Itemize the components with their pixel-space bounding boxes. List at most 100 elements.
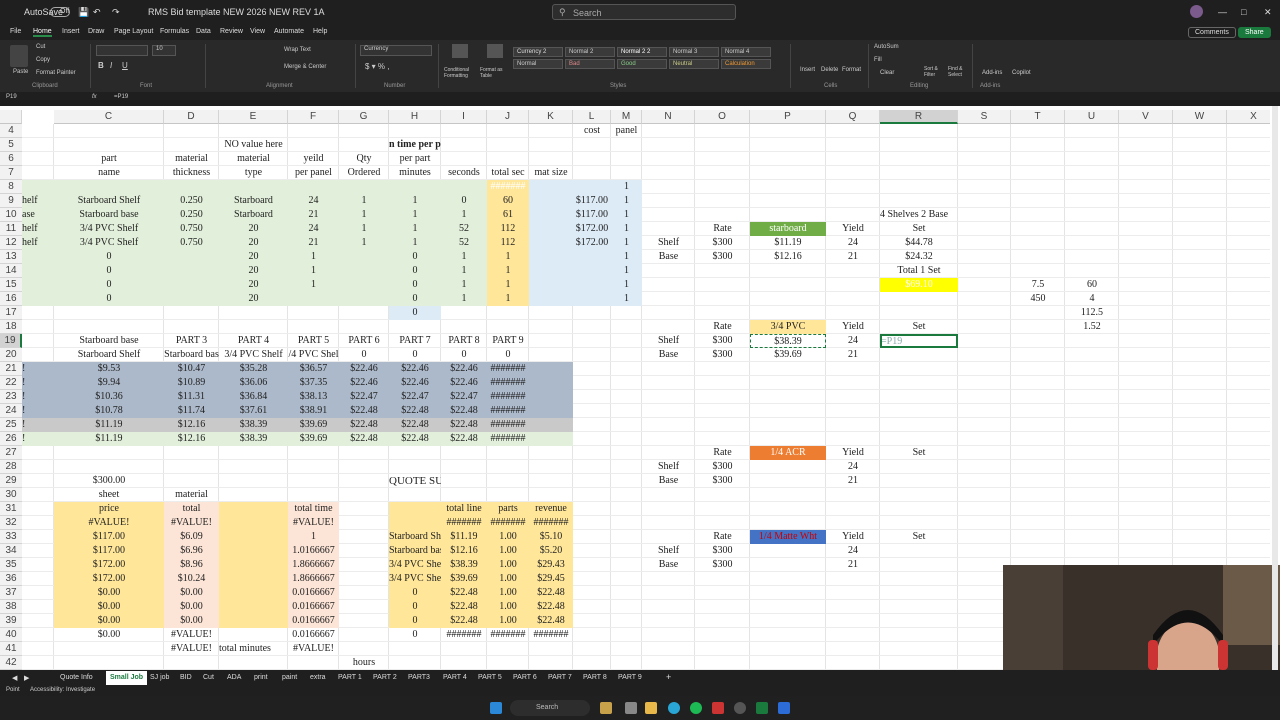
taskbar-search[interactable]: Search bbox=[510, 700, 590, 716]
tab-prev-icon[interactable]: ◀ bbox=[12, 675, 18, 682]
cell-g7[interactable]: Ordered bbox=[347, 167, 381, 178]
cell-j24[interactable]: ####### bbox=[490, 405, 526, 416]
cell-i39[interactable]: $22.48 bbox=[450, 615, 478, 626]
cell-f21[interactable]: $36.57 bbox=[299, 363, 328, 374]
conditional-formatting-icon[interactable] bbox=[452, 44, 468, 58]
row-header[interactable]: 7 bbox=[0, 166, 22, 180]
cell-j26[interactable]: ####### bbox=[490, 433, 526, 444]
copy-button[interactable]: Copy bbox=[36, 57, 51, 63]
column-header[interactable]: J bbox=[487, 110, 529, 124]
cell-o27[interactable]: Rate bbox=[713, 447, 732, 458]
column-header[interactable]: D bbox=[164, 110, 219, 124]
cell-d7[interactable]: thickness bbox=[172, 167, 211, 178]
cell-i37[interactable]: $22.48 bbox=[450, 587, 478, 598]
cell-j21[interactable]: ####### bbox=[490, 363, 526, 374]
row-header[interactable]: 42 bbox=[0, 656, 22, 670]
sheet-tab[interactable]: PART3 bbox=[408, 674, 430, 681]
cell-h14[interactable]: 0 bbox=[412, 265, 418, 276]
maximize-icon[interactable]: □ bbox=[1241, 7, 1247, 17]
tab-view[interactable]: View bbox=[250, 28, 266, 35]
cell-m8[interactable]: 1 bbox=[624, 181, 629, 192]
cell-i14[interactable]: 1 bbox=[461, 265, 467, 276]
cell-i36[interactable]: $39.69 bbox=[450, 573, 478, 584]
cell-c40[interactable]: $0.00 bbox=[97, 629, 121, 640]
windows-start-icon[interactable] bbox=[490, 702, 502, 714]
close-icon[interactable]: ✕ bbox=[1264, 7, 1272, 17]
cell-f26[interactable]: $39.69 bbox=[299, 433, 328, 444]
row-header[interactable]: 21 bbox=[0, 362, 22, 376]
cell-e16[interactable]: 20 bbox=[248, 293, 259, 304]
cell-b22[interactable]: ! bbox=[22, 377, 26, 388]
cell-j32[interactable]: ####### bbox=[490, 517, 526, 528]
row-header[interactable]: 33 bbox=[0, 530, 22, 544]
cell-p11[interactable]: starboard bbox=[769, 223, 807, 234]
cell-h33[interactable]: Starboard She bbox=[389, 531, 441, 542]
document-title[interactable]: RMS Bid template NEW 2026 NEW REV 1A bbox=[148, 7, 325, 17]
cell-h23[interactable]: $22.47 bbox=[401, 391, 429, 402]
cell-h7[interactable]: minutes bbox=[399, 167, 431, 178]
cell-r11[interactable]: Set bbox=[912, 223, 926, 234]
cell-j33[interactable]: 1.00 bbox=[499, 531, 517, 542]
excel-icon[interactable] bbox=[756, 702, 768, 714]
cell-u18[interactable]: 1.52 bbox=[1083, 321, 1101, 332]
cell-j22[interactable]: ####### bbox=[490, 377, 526, 388]
cell-i10[interactable]: 1 bbox=[461, 209, 467, 220]
number-format-select[interactable]: Currency bbox=[360, 45, 432, 56]
row-header[interactable]: 35 bbox=[0, 558, 22, 572]
add-sheet-icon[interactable]: + bbox=[666, 672, 672, 682]
cell-e24[interactable]: $37.61 bbox=[239, 405, 268, 416]
cell-h39[interactable]: 0 bbox=[412, 615, 418, 626]
cell-e6[interactable]: material bbox=[237, 153, 270, 164]
cell-f20[interactable]: /4 PVC Shel bbox=[288, 349, 339, 360]
share-button[interactable]: Share bbox=[1238, 27, 1271, 38]
row-header[interactable]: 4 bbox=[0, 124, 22, 138]
cell-f22[interactable]: $37.35 bbox=[299, 377, 328, 388]
formula-input[interactable]: =P19 bbox=[114, 94, 129, 100]
name-box[interactable]: P19 bbox=[6, 94, 17, 100]
cell-f37[interactable]: 0.0166667 bbox=[292, 587, 335, 598]
app-icon[interactable] bbox=[712, 702, 724, 714]
sheet-tab[interactable]: PART 4 bbox=[443, 674, 467, 681]
cell-j20[interactable]: 0 bbox=[505, 349, 511, 360]
cell-f33[interactable]: 1 bbox=[311, 531, 316, 542]
cell-h16[interactable]: 0 bbox=[412, 293, 418, 304]
cell-d23[interactable]: $11.31 bbox=[177, 391, 206, 402]
cell-j31[interactable]: parts bbox=[498, 503, 518, 514]
cell-j39[interactable]: 1.00 bbox=[499, 615, 517, 626]
column-header[interactable]: L bbox=[573, 110, 611, 124]
cell-e20[interactable]: 3/4 PVC Shelf bbox=[224, 349, 283, 360]
cell-g9[interactable]: 1 bbox=[361, 195, 367, 206]
cell-u17[interactable]: 112.5 bbox=[1080, 307, 1104, 318]
cell-r12[interactable]: $44.78 bbox=[905, 237, 933, 248]
cell-c34[interactable]: $117.00 bbox=[92, 545, 126, 556]
insert-cells-button[interactable]: Insert bbox=[800, 67, 816, 73]
column-header[interactable]: F bbox=[288, 110, 339, 124]
cell-c30[interactable]: sheet bbox=[98, 489, 120, 500]
cell-d35[interactable]: $8.96 bbox=[180, 559, 203, 570]
cell-f36[interactable]: 1.8666667 bbox=[292, 573, 335, 584]
row-header[interactable]: 38 bbox=[0, 600, 22, 614]
cell-q28[interactable]: 24 bbox=[848, 461, 858, 472]
cell-n34[interactable]: Shelf bbox=[657, 545, 680, 556]
cell-n20[interactable]: Base bbox=[658, 349, 679, 360]
cell-j15[interactable]: 1 bbox=[505, 279, 511, 290]
sort-filter-button[interactable]: Sort & Filter bbox=[924, 66, 938, 78]
cell-n13[interactable]: Base bbox=[658, 251, 679, 262]
redo-icon[interactable]: ↷ bbox=[112, 7, 120, 17]
cell-d33[interactable]: $6.09 bbox=[180, 531, 203, 542]
avatar[interactable] bbox=[1190, 5, 1203, 18]
cell-i13[interactable]: 1 bbox=[461, 251, 467, 262]
cell-n29[interactable]: Base bbox=[658, 475, 679, 486]
merge-center-button[interactable]: Merge & Center bbox=[284, 64, 327, 70]
accessibility-status[interactable]: Accessibility: Investigate bbox=[30, 687, 96, 693]
cell-h29[interactable]: QUOTE SUMMARY bbox=[389, 475, 441, 487]
cell-n19[interactable]: Shelf bbox=[657, 335, 680, 346]
cell-t15[interactable]: 7.5 bbox=[1031, 279, 1045, 290]
cell-e13[interactable]: 20 bbox=[248, 251, 259, 262]
style-normal-2-2[interactable]: Normal 2 2 bbox=[617, 47, 667, 57]
cell-f7[interactable]: per panel bbox=[295, 167, 332, 178]
cell-d11[interactable]: 0.750 bbox=[180, 223, 203, 234]
cell-i24[interactable]: $22.48 bbox=[450, 405, 478, 416]
cell-f38[interactable]: 0.0166667 bbox=[292, 601, 335, 612]
delete-cells-button[interactable]: Delete bbox=[821, 67, 839, 73]
